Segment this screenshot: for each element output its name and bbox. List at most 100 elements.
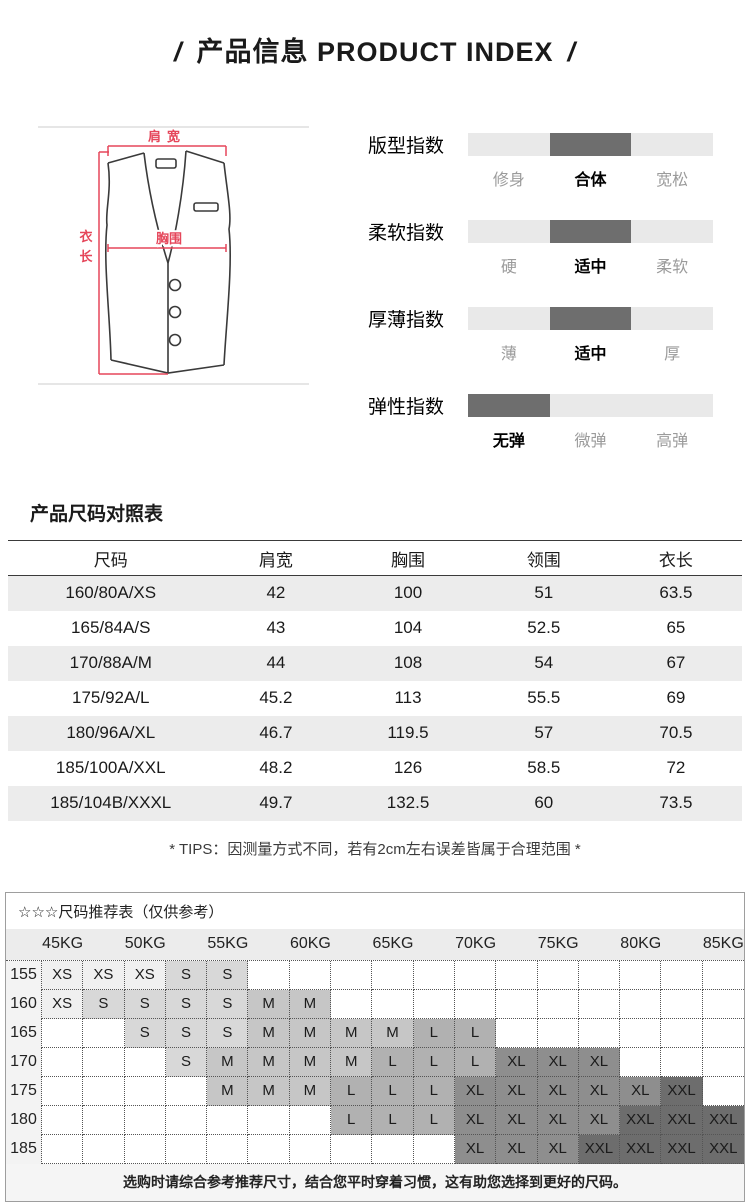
size-cell: S: [165, 960, 208, 990]
size-recommend-table: ☆☆☆尺码推荐表（仅供参考） 45KG 50KG 55KG 60KG 65KG 70KG 7…: [5, 891, 745, 1202]
empty-cell: [42, 1134, 84, 1164]
size-cell: XXL: [661, 1134, 703, 1164]
empty-cell: [702, 1076, 744, 1106]
index-scale-label: 薄: [500, 346, 517, 363]
index-scale-label: 微弹: [574, 433, 607, 450]
empty-cell: [537, 1018, 579, 1048]
empty-cell: [620, 1018, 662, 1048]
empty-cell: [42, 1047, 84, 1077]
index-list: 版型指数 修身 合体 宽松 柔软指数硬适中 柔软 厚薄指数薄适中厚弹性指数 无弹 微弹 高弹: [368, 123, 714, 479]
index-bar-segment: [468, 220, 550, 243]
table-cell: 60: [534, 793, 554, 812]
empty-cell: [620, 1047, 662, 1077]
weight-header: 55KG: [207, 935, 249, 952]
index-group: 柔软指数硬 适中 柔软: [368, 218, 714, 277]
size-cell: XL: [578, 1076, 621, 1106]
empty-cell: [661, 989, 703, 1019]
size-cell: XL: [578, 1047, 621, 1077]
empty-cell: [331, 960, 373, 990]
weight-header: 70KG: [455, 935, 497, 952]
height-label: 180: [6, 1105, 42, 1135]
table-cell: 43: [266, 618, 286, 637]
size-cell: S: [124, 989, 166, 1019]
table-cell: 63.5: [659, 583, 693, 603]
column-header: 胸围: [338, 540, 478, 576]
empty-cell: [248, 1134, 290, 1164]
garment-length-label: 衣长: [79, 229, 93, 264]
empty-cell: [372, 1134, 414, 1164]
table-cell: 54: [534, 653, 554, 672]
weight-header: 60KG: [289, 935, 331, 952]
empty-cell: [372, 960, 414, 990]
title-left-slash: /: [173, 37, 183, 67]
empty-cell: [578, 1018, 621, 1048]
size-cell: M: [372, 1018, 414, 1048]
size-cell: S: [165, 1047, 208, 1077]
height-label: 170: [6, 1047, 42, 1077]
size-cell: XXL: [661, 1076, 703, 1106]
empty-cell: [83, 1134, 125, 1164]
size-cell: M: [289, 989, 332, 1019]
index-scale-label: 修身: [492, 172, 525, 189]
empty-cell: [537, 960, 579, 990]
title-right-slash: /: [567, 37, 577, 67]
empty-cell: [496, 960, 538, 990]
size-cell: XXL: [702, 1134, 744, 1164]
empty-cell: [289, 1134, 332, 1164]
empty-cell: [413, 1134, 455, 1164]
empty-cell: [42, 1105, 84, 1135]
size-cell: S: [124, 1018, 166, 1048]
table-cell: 165/84A/S: [71, 618, 151, 637]
size-cell: L: [331, 1076, 373, 1106]
index-bar-segment: [631, 220, 714, 243]
size-cell: S: [165, 1018, 208, 1048]
index-bar: [468, 394, 714, 417]
table-cell: 49.7: [259, 793, 293, 812]
empty-cell: [124, 1076, 166, 1106]
empty-cell: [289, 960, 332, 990]
vest-button: [168, 278, 182, 292]
empty-cell: [578, 960, 621, 990]
empty-cell: [413, 989, 455, 1019]
table-row: 165/84A/S 43 104 52.5 65: [8, 611, 742, 646]
index-bar-segment: [631, 394, 714, 417]
size-cell: XL: [454, 1105, 497, 1135]
height-label: 165: [6, 1018, 42, 1048]
index-bar: [468, 307, 714, 330]
table-row: 160/80A/XS 42 100 51 63.5: [8, 575, 742, 611]
table-cell: 113: [394, 688, 422, 707]
size-cell: L: [413, 1018, 455, 1048]
column-header: 尺码: [8, 540, 214, 576]
empty-cell: [620, 989, 662, 1019]
table-cell: 65: [666, 618, 686, 637]
index-title: 厚薄指数: [368, 310, 445, 331]
empty-cell: [661, 1047, 703, 1077]
index-bar-row: 版型指数: [368, 131, 714, 158]
vest-button: [168, 333, 182, 347]
size-cell: M: [248, 1076, 290, 1106]
index-bar-row: 厚薄指数: [368, 305, 714, 332]
size-chart-section: 产品尺码对照表 尺码 肩宽 胸围 领围 衣长 160/80A/XS 42 100 51 63.5…: [0, 499, 750, 859]
empty-cell: [620, 960, 662, 990]
weight-header-row: 45KG 50KG 55KG 60KG 65KG 70KG 75KG 80KG 85KG: [6, 928, 744, 960]
table-cell: 48.2: [259, 758, 293, 777]
size-cell: XS: [42, 989, 84, 1019]
chest-width-label: 胸围: [156, 231, 182, 246]
table-cell: 58.5: [527, 758, 561, 777]
empty-cell: [702, 1018, 744, 1048]
size-cell: S: [207, 960, 249, 990]
index-scale-label: 适中: [574, 259, 607, 276]
height-label: 175: [6, 1076, 42, 1106]
empty-cell: [454, 960, 497, 990]
table-cell: 132.5: [386, 793, 430, 812]
table-cell: 160/80A/XS: [65, 583, 157, 603]
table-cell: 69: [666, 688, 686, 707]
vest-outline: [104, 150, 231, 374]
size-cell: XXL: [620, 1105, 662, 1135]
empty-cell: [165, 1076, 208, 1106]
column-header: 领围: [477, 540, 610, 576]
table-row: 180/96A/XL 46.7 119.5 57 70.5: [8, 715, 742, 751]
index-bar-segment: [631, 133, 714, 156]
size-cell: S: [83, 989, 125, 1019]
size-cell: L: [372, 1105, 414, 1135]
